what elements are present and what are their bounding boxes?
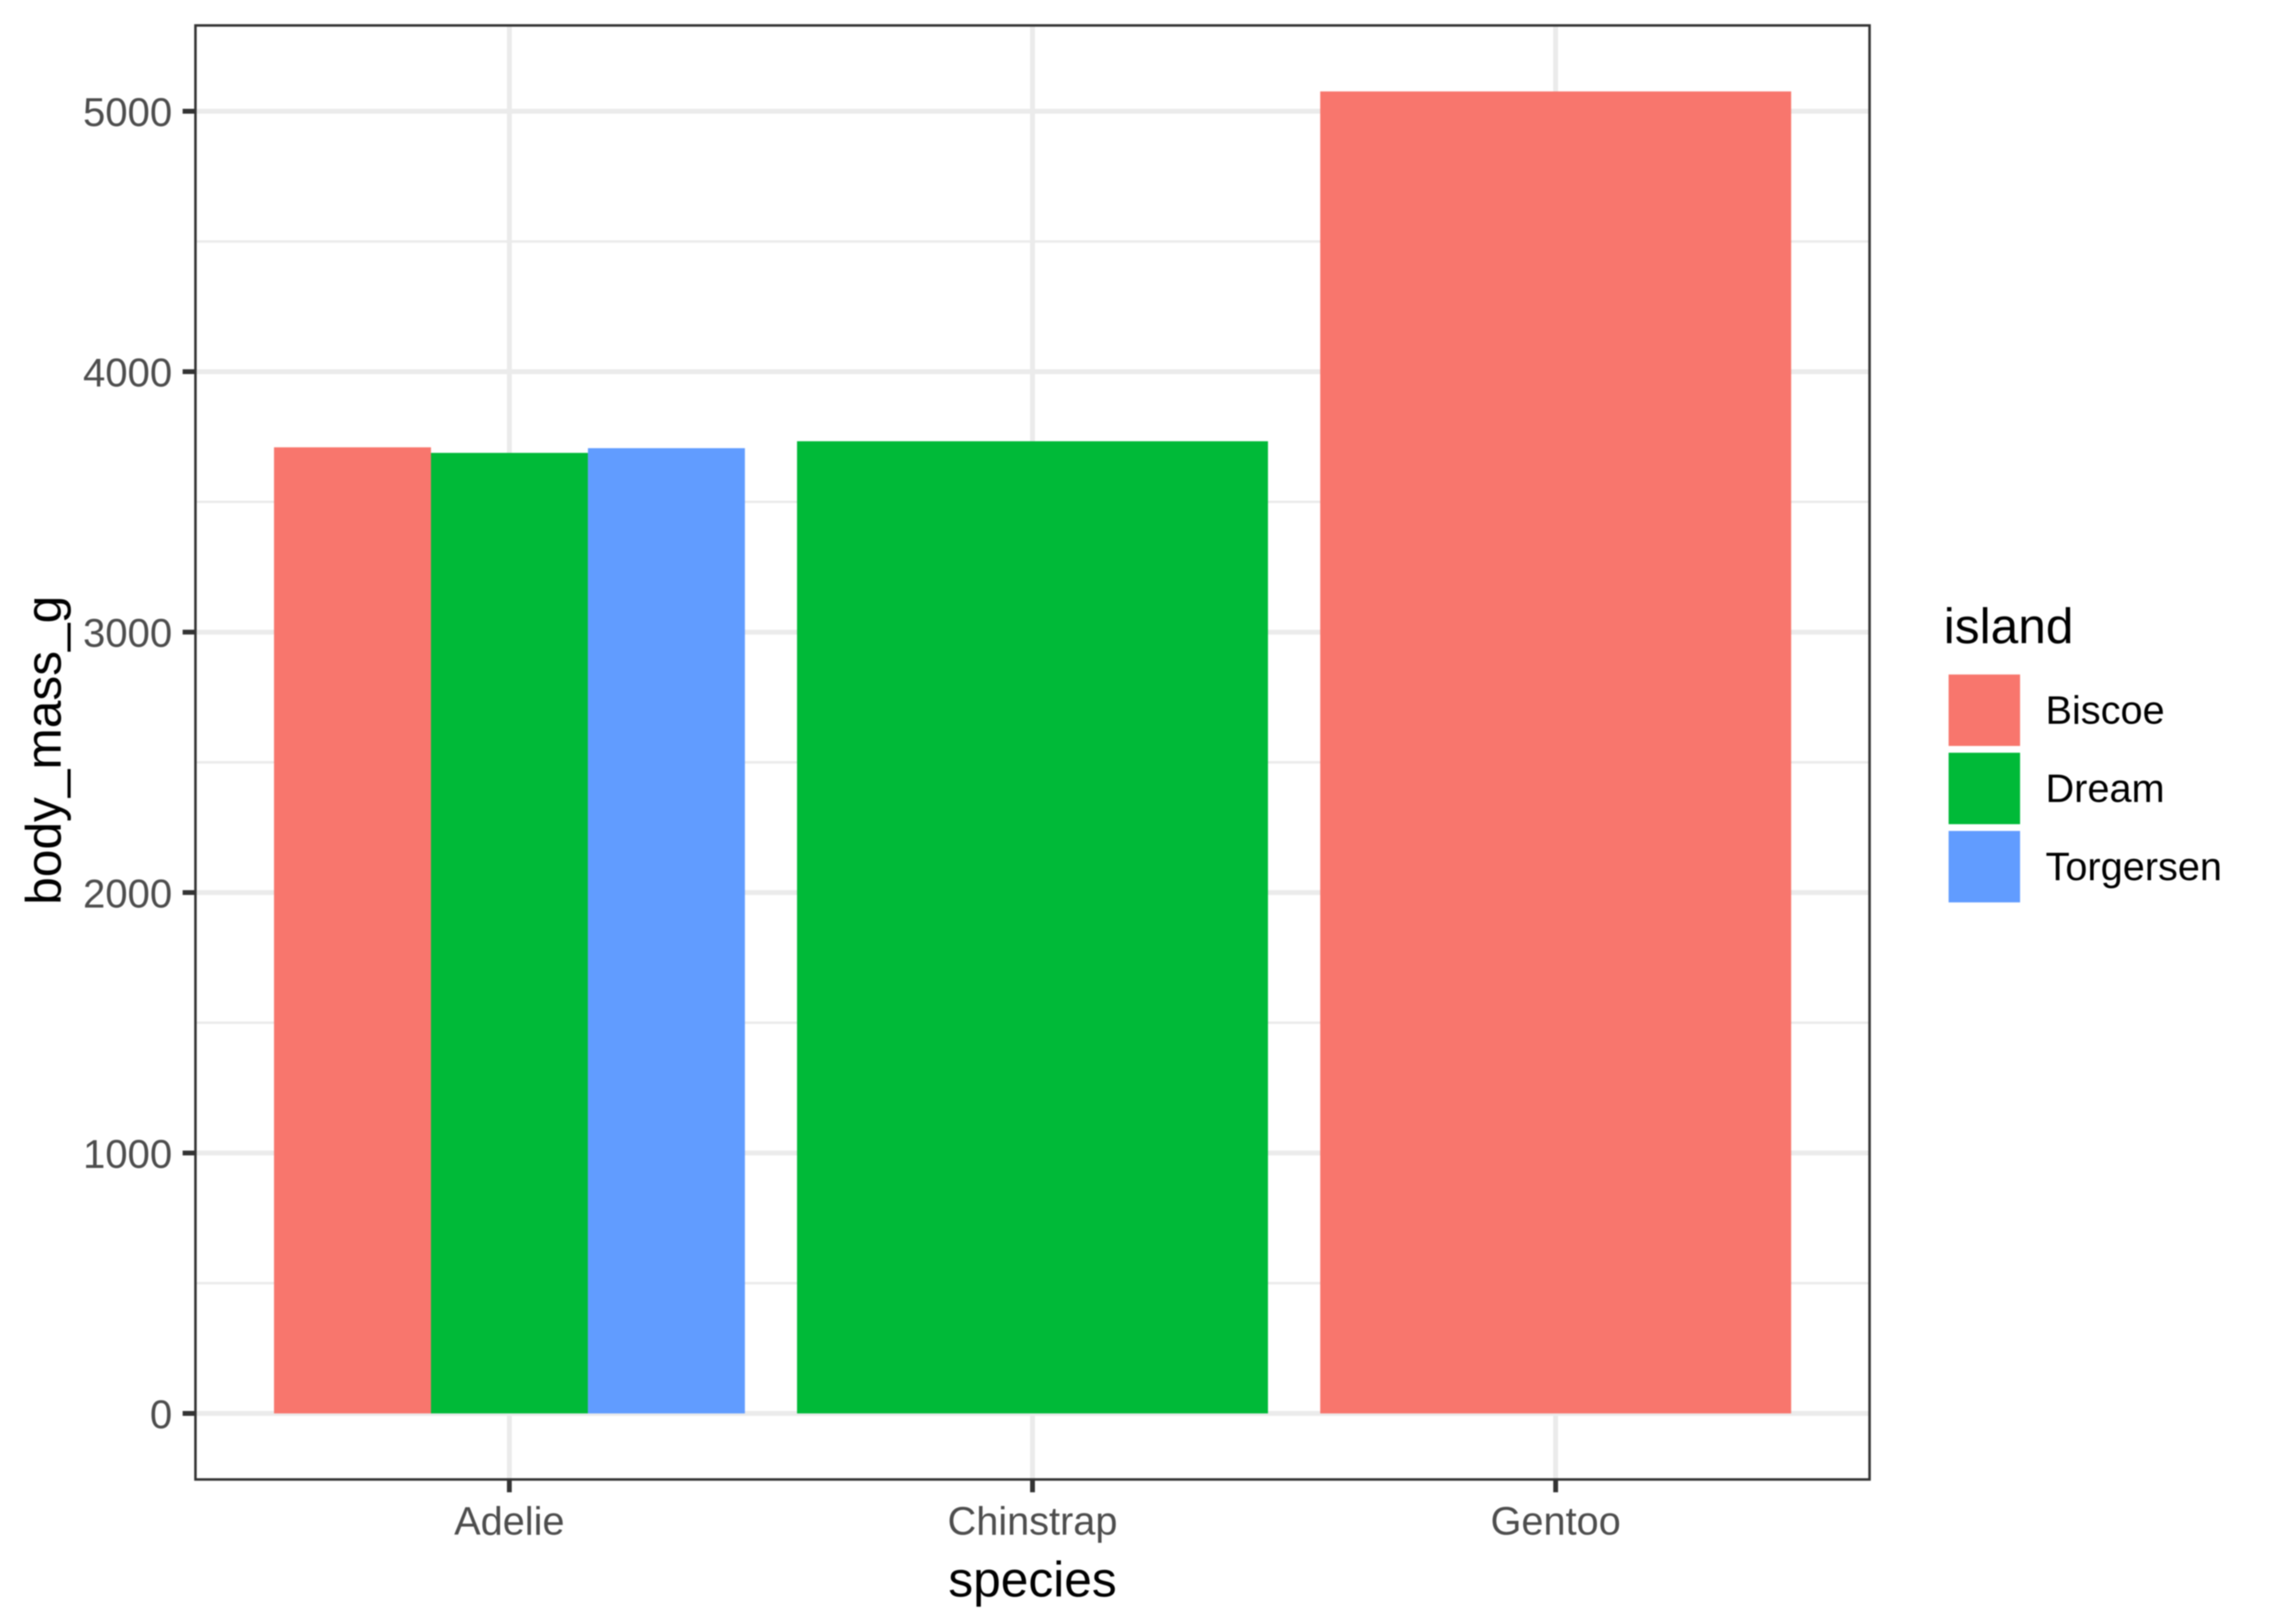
svg-text:Gentoo: Gentoo (1491, 1499, 1620, 1543)
svg-text:2000: 2000 (83, 871, 172, 916)
svg-text:Torgersen: Torgersen (2046, 844, 2222, 889)
svg-text:0: 0 (150, 1392, 172, 1437)
svg-text:body_mass_g: body_mass_g (16, 596, 71, 905)
svg-text:Biscoe: Biscoe (2046, 688, 2165, 732)
svg-text:1000: 1000 (83, 1131, 172, 1176)
svg-text:species: species (949, 1552, 1117, 1607)
svg-text:5000: 5000 (83, 90, 172, 135)
svg-text:Adelie: Adelie (454, 1499, 565, 1543)
svg-text:island: island (1944, 599, 2074, 654)
svg-text:Chinstrap: Chinstrap (948, 1499, 1118, 1543)
svg-text:3000: 3000 (83, 611, 172, 656)
svg-text:4000: 4000 (83, 350, 172, 395)
svg-text:Dream: Dream (2046, 767, 2165, 811)
